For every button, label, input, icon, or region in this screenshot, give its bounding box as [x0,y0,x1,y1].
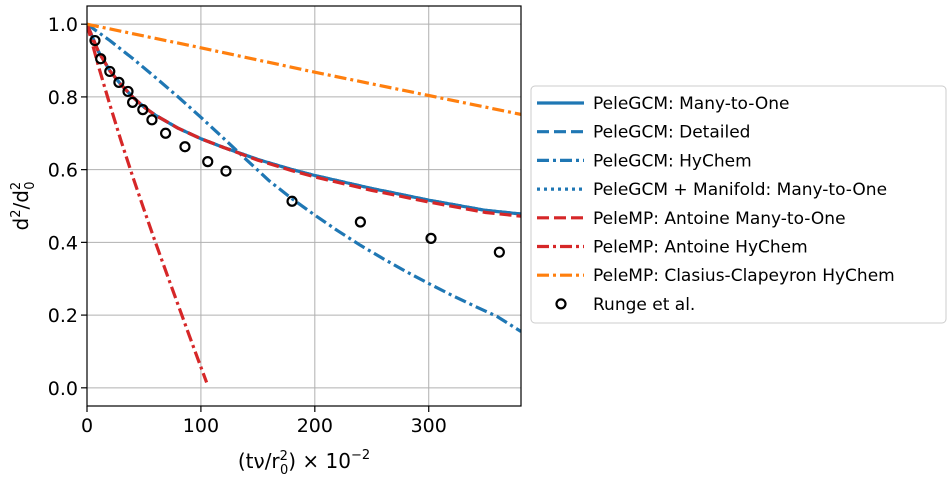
x-tick-label: 0 [81,415,93,437]
x-tick-label: 200 [297,415,333,437]
runge-data-point [159,127,172,139]
series-line-pelegcm-detailed [87,23,521,216]
series-line-pelemp-antoine-hychem [87,23,209,383]
legend-marker [555,298,567,310]
legend-label: PeleMP: Clasius-Clapeyron HyChem [593,266,895,286]
legend-label: PeleMP: Antoine HyChem [593,238,808,258]
legend-label: Runge et al. [593,295,695,315]
series-line-pelegcm-many-to-one [87,23,521,216]
plot-series [87,22,521,383]
series-line-pelegcm-manifold-many-to-one [87,23,521,216]
legend-frame [530,85,947,324]
runge-data-point [425,232,437,244]
runge-data-point [286,195,298,207]
runge-data-point [104,65,116,78]
plot-frame [86,5,522,407]
runge-data-point [354,216,366,228]
y-tick-label: 0.4 [48,232,78,254]
runge-data-point [122,85,134,98]
y-tick-label: 0.8 [48,87,78,109]
x-tick-label: 300 [411,415,447,437]
y-axis-label: d2/d20 [9,182,38,231]
runge-data-point [220,165,232,177]
y-tick-label: 1.0 [48,14,78,36]
y-tick-label: 0.0 [48,378,78,400]
legend-label: PeleGCM: Detailed [593,123,750,143]
runge-data-point [179,141,191,153]
runge-data-point [146,114,158,126]
x-tick-label: 100 [183,415,219,437]
series-line-pelegcm-hychem [87,22,521,333]
runge-data-point [89,34,101,47]
x-axis-label: (tν/r2 0) × 10−2 [238,448,370,478]
legend-label: PeleGCM: HyChem [593,151,752,171]
axis-ticks: 0 100 200 300 0.0 0.2 0.4 0.6 0.8 1.0 [48,14,447,437]
y-tick-label: 0.6 [48,160,78,182]
runge-data-point [95,53,107,65]
runge-data-point [137,104,149,116]
series-line-pelemp-antoine-many-to-one [87,23,521,218]
legend-label: PeleGCM + Manifold: Many-to-One [593,180,887,200]
series-line-pelemp-clasius-clapeyron-hychem [87,22,521,116]
legend-label: PeleGCM: Many-to-One [593,94,790,114]
y-tick-label: 0.2 [48,305,78,327]
runge-data-point [202,156,214,168]
legend: PeleGCM: Many-to-One PeleGCM: Detailed Pel… [530,85,947,324]
legend-label: PeleMP: Antoine Many-to-One [593,209,846,229]
runge-data-point [113,76,125,88]
runge-data-point [493,246,505,258]
runge-data-point [126,96,139,108]
